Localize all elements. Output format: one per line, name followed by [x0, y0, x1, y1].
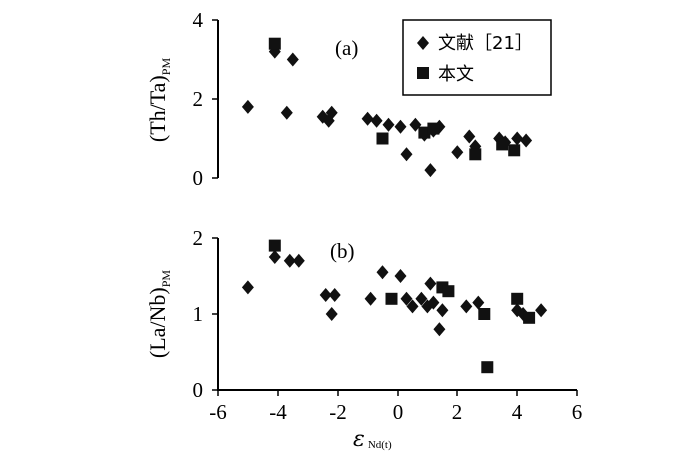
panel-a-diamond-point-0 — [241, 99, 254, 114]
panel-a: 4 2 0 (Th/Ta)PM (a) 文献［21］ 本文 — [145, 8, 552, 190]
panel-b-diamond-point-7 — [364, 291, 377, 306]
panel-b-label: (b) — [330, 239, 355, 263]
panel-b-ytick-label-0: 0 — [193, 378, 204, 402]
panel-b-diamond-point-12 — [415, 291, 428, 306]
panel-a-y-axis-title: (Th/Ta)PM — [145, 58, 173, 143]
panel-b-diamond-point-15 — [427, 295, 440, 310]
panel-a-ylabel: (Th/Ta) — [145, 75, 170, 142]
panel-a-label: (a) — [335, 36, 358, 60]
panel-b-y-axis-title: (La/Nb)PM — [145, 270, 173, 359]
xtick-label-2: 2 — [452, 400, 463, 424]
panel-b-ylabel: (La/Nb) — [145, 287, 170, 358]
panel-b-square-point-6 — [511, 292, 524, 305]
legend-label-literature: 文献［21］ — [438, 33, 533, 54]
panel-b-square-point-0 — [268, 239, 281, 252]
panel-b-ytick-label-2: 2 — [193, 226, 204, 250]
panel-a-diamond-point-7 — [361, 111, 374, 126]
panel-a-square-point-0 — [268, 37, 281, 50]
panel-a-ytick-label-4: 4 — [193, 8, 204, 32]
panel-b-diamond-point-17 — [436, 303, 449, 318]
panel-b-diamond-point-10 — [400, 291, 413, 306]
panel-b-diamond-point-19 — [472, 295, 485, 310]
panel-a-diamond-point-22 — [511, 131, 524, 146]
x-axis-title: ε Nd(t) — [353, 427, 392, 452]
panel-b-points — [241, 239, 548, 374]
panel-a-diamond-point-18 — [463, 129, 476, 144]
panel-a-diamond-point-8 — [370, 113, 383, 128]
panel-b-square-point-3 — [442, 285, 455, 298]
panel-b-ytick-label-1: 1 — [193, 302, 204, 326]
legend-square-marker — [417, 67, 429, 79]
panel-b-x-ticks: -6 -4 -2 0 2 4 6 — [209, 390, 582, 424]
panel-b-diamond-point-3 — [292, 253, 305, 268]
panel-b-diamond-point-1 — [268, 250, 281, 264]
panel-b: 2 1 0 -6 -4 -2 0 2 4 6 (La/Nb)PM (b) ε Nd… — [145, 226, 582, 452]
panel-b-diamond-point-4 — [319, 288, 332, 302]
panel-a-diamond-point-2 — [280, 105, 293, 120]
panel-a-diamond-point-11 — [400, 147, 413, 162]
panel-a-ytick-label-0: 0 — [193, 166, 204, 190]
xtick-label-0: 0 — [393, 400, 404, 424]
panel-b-diamond-point-0 — [241, 280, 254, 295]
panel-b-diamond-point-18 — [460, 299, 473, 314]
panel-a-diamond-point-9 — [382, 117, 395, 132]
legend: 文献［21］ 本文 — [402, 19, 552, 96]
xtick-label-neg4: -4 — [269, 400, 287, 424]
panel-b-diamond-point-5 — [325, 307, 338, 321]
panel-b-square-point-7 — [523, 311, 536, 324]
panel-a-square-point-5 — [496, 138, 509, 151]
panel-a-diamond-point-3 — [286, 52, 299, 67]
panel-a-ytick-label-2: 2 — [193, 87, 204, 111]
panel-b-diamond-point-16 — [433, 322, 446, 337]
panel-a-points — [241, 37, 533, 178]
panel-a-square-point-4 — [469, 148, 482, 161]
xtick-label-neg6: -6 — [209, 400, 227, 424]
x-axis-label-sub: Nd(t) — [368, 439, 392, 451]
legend-diamond-marker — [417, 36, 429, 50]
panel-b-diamond-point-22 — [535, 303, 548, 318]
xtick-label-neg2: -2 — [329, 400, 347, 424]
panel-a-square-point-6 — [508, 144, 521, 157]
panel-b-diamond-point-14 — [424, 276, 437, 291]
panel-a-square-point-3 — [427, 122, 440, 135]
panel-a-diamond-point-10 — [394, 119, 407, 134]
legend-box — [402, 19, 552, 96]
xtick-label-4: 4 — [512, 400, 523, 424]
panel-a-diamond-point-23 — [520, 133, 533, 148]
panel-a-ylabel-sub: PM — [159, 58, 173, 76]
panel-b-ylabel-sub: PM — [159, 270, 173, 288]
panel-b-square-point-1 — [385, 292, 398, 305]
panel-a-diamond-point-6 — [325, 105, 338, 120]
panel-b-diamond-point-2 — [283, 253, 296, 268]
panel-a-square-point-1 — [376, 132, 389, 145]
panel-b-diamond-point-6 — [328, 288, 341, 302]
legend-label-this-paper: 本文 — [438, 64, 474, 85]
panel-b-square-point-5 — [481, 361, 494, 374]
panel-b-diamond-point-11 — [406, 299, 419, 314]
panel-a-diamond-point-17 — [451, 145, 464, 160]
xtick-label-6: 6 — [572, 400, 583, 424]
panel-b-square-point-4 — [478, 308, 491, 320]
panel-b-diamond-point-8 — [376, 265, 389, 280]
x-axis-label-epsilon: ε — [353, 427, 365, 452]
panel-a-diamond-point-14 — [424, 163, 437, 178]
panel-b-diamond-point-9 — [394, 269, 407, 283]
